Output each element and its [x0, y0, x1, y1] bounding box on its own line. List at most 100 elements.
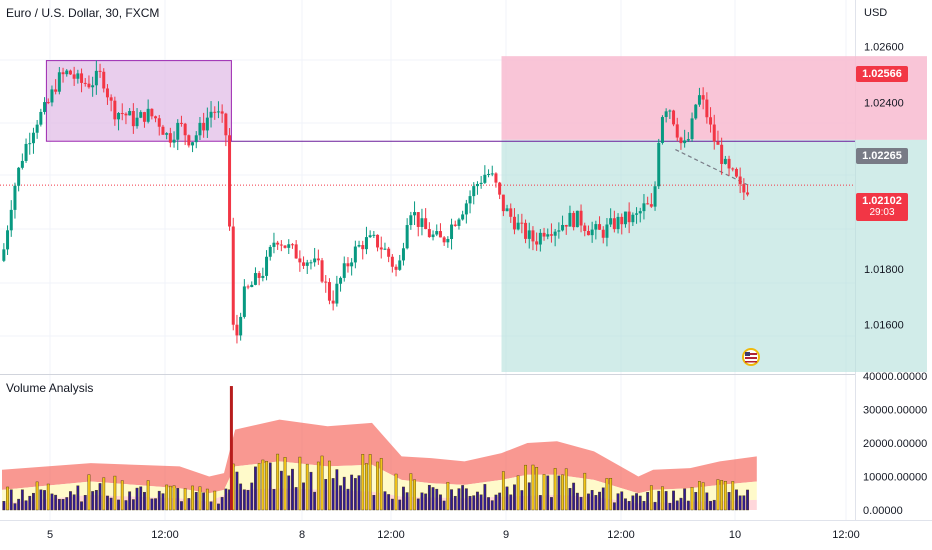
- volume-bar: [672, 490, 675, 511]
- volume-bar: [627, 501, 631, 511]
- time-tick-label: 10: [729, 529, 741, 541]
- candle-body: [13, 185, 17, 210]
- volume-bar: [320, 455, 324, 511]
- candle-body: [213, 111, 217, 113]
- candle-body: [346, 263, 350, 267]
- symbol-title[interactable]: Euro / U.S. Dollar, 30, FXCM: [6, 6, 160, 20]
- candle-body: [265, 256, 269, 276]
- volume-bar: [298, 456, 302, 511]
- volume-bar: [746, 489, 749, 511]
- candle-body: [2, 249, 6, 261]
- candle-body: [279, 244, 283, 246]
- candle-body: [91, 85, 95, 88]
- volume-middle-band: [2, 461, 757, 504]
- volume-bar: [205, 488, 209, 511]
- volume-bar: [624, 498, 627, 511]
- volume-indicator-title[interactable]: Volume Analysis: [6, 381, 94, 395]
- candle-body: [120, 113, 124, 115]
- candle-body: [94, 70, 98, 86]
- volume-bar: [413, 479, 416, 511]
- volume-bar: [69, 491, 72, 511]
- volume-bar: [501, 471, 505, 511]
- volume-bar: [20, 489, 24, 511]
- volume-bar: [146, 480, 150, 511]
- volume-bar: [32, 492, 35, 511]
- time-axis[interactable]: 5 12:00 8 12:00 9 12:00 10 12:00: [47, 529, 860, 541]
- volume-bar: [54, 494, 58, 511]
- candle-body: [594, 224, 598, 230]
- candle-body: [653, 186, 657, 207]
- candle-body: [620, 216, 624, 225]
- candle-body: [723, 158, 727, 164]
- volume-bar: [113, 475, 117, 511]
- volume-bar: [516, 475, 520, 511]
- volume-bar: [165, 484, 169, 511]
- candles-layer: [2, 60, 750, 344]
- candle-body: [150, 108, 154, 117]
- candle-body: [538, 232, 542, 245]
- volume-bar: [316, 461, 320, 511]
- volume-bar: [305, 463, 309, 511]
- candle-body: [117, 113, 121, 120]
- drawing-layer[interactable]: [0, 56, 927, 372]
- candle-body: [490, 173, 494, 175]
- candle-body: [46, 102, 50, 104]
- candle-body: [672, 110, 676, 125]
- entry-price-label: 1.02265: [856, 148, 908, 164]
- candle-body: [413, 212, 417, 216]
- candle-body: [131, 110, 135, 127]
- volume-bar: [686, 500, 690, 511]
- volume-bar: [520, 490, 524, 511]
- volume-bar: [346, 488, 350, 511]
- candle-body: [313, 258, 317, 263]
- volume-bar: [598, 491, 601, 511]
- candle-body: [568, 212, 572, 227]
- volume-bar: [494, 494, 498, 511]
- volume-bar: [398, 499, 402, 511]
- volume-bar: [594, 495, 598, 511]
- volume-bar: [224, 488, 228, 511]
- volume-bar: [550, 497, 553, 511]
- candle-body: [461, 214, 465, 220]
- candle-body: [353, 246, 357, 263]
- candle-body: [179, 122, 183, 124]
- candle-body: [139, 112, 143, 118]
- candle-body: [738, 176, 742, 185]
- volume-bar: [701, 482, 705, 511]
- candle-body: [598, 224, 602, 230]
- volume-bar: [39, 489, 43, 511]
- volume-bar: [72, 494, 76, 511]
- candle-body: [586, 230, 590, 236]
- candle-body: [368, 235, 372, 238]
- candle-body: [24, 143, 28, 161]
- volume-bar: [679, 497, 683, 511]
- take-profit-box[interactable]: [501, 139, 928, 372]
- volume-bar: [76, 485, 80, 511]
- volume-bar: [609, 477, 613, 511]
- candle-body: [198, 122, 202, 136]
- us-flag-icon[interactable]: [742, 348, 760, 366]
- volume-axis[interactable]: 40000.00000 30000.00000 20000.00000 10000.0…: [863, 371, 927, 517]
- candle-body: [649, 204, 653, 207]
- volume-bar: [24, 500, 28, 511]
- volume-bar: [409, 473, 413, 511]
- candle-body: [154, 116, 158, 119]
- volume-bar: [250, 482, 254, 511]
- candle-body: [302, 262, 306, 266]
- candle-body: [446, 238, 450, 243]
- volume-bar: [235, 471, 239, 511]
- candle-body: [31, 132, 35, 144]
- volume-bar: [631, 495, 635, 511]
- volume-bar: [664, 491, 668, 511]
- volume-bar: [442, 500, 446, 511]
- volume-bar: [638, 495, 642, 511]
- volume-bar: [498, 492, 502, 511]
- candle-body: [746, 192, 750, 195]
- candle-body: [505, 208, 509, 212]
- candle-body: [690, 118, 694, 140]
- volume-bar: [450, 489, 453, 511]
- candle-body: [668, 110, 672, 112]
- candle-body: [479, 182, 483, 184]
- volume-bar: [98, 483, 102, 511]
